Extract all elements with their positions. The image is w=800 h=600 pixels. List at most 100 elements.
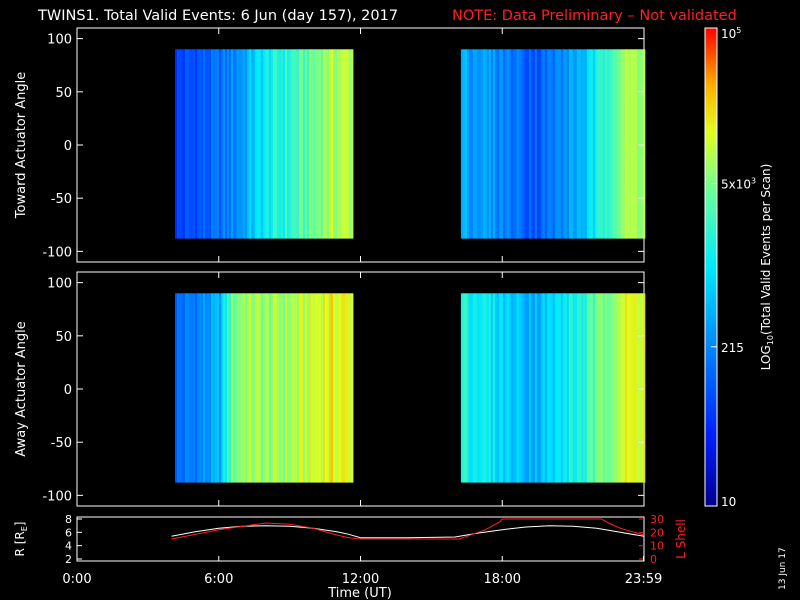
heatmap-column: [540, 293, 544, 483]
heatmap-column: [185, 49, 188, 239]
heatmap-column: [542, 49, 546, 239]
heatmap-column: [207, 293, 210, 483]
heatmap-column: [556, 293, 560, 483]
heatmap-column: [253, 49, 256, 239]
heatmap-column: [285, 293, 288, 483]
heatmap-column: [572, 49, 576, 239]
heatmap-column: [620, 293, 624, 483]
heatmap-column: [281, 293, 284, 483]
heatmap-column: [628, 49, 632, 239]
heatmap-column: [508, 49, 512, 239]
y-tick-label: 0: [64, 383, 72, 398]
heatmap-column: [331, 293, 334, 483]
heatmap-column: [590, 293, 594, 483]
heatmap-column: [197, 293, 200, 483]
heatmap-column: [259, 49, 262, 239]
heatmap-column: [211, 49, 214, 239]
heatmap-column: [560, 293, 564, 483]
heatmap-column: [275, 49, 278, 239]
heatmap-column: [175, 49, 178, 239]
heatmap-column: [277, 293, 280, 483]
heatmap-column: [269, 293, 272, 483]
heatmap-column: [500, 49, 504, 239]
heatmap-column: [343, 49, 346, 239]
heatmap-column: [257, 293, 260, 483]
heatmap-column: [215, 49, 218, 239]
colorbar-ticks: 105 5x103 215 10: [711, 26, 756, 509]
heatmap-column: [301, 49, 304, 239]
heatmap-column: [540, 49, 544, 239]
heatmap-column: [325, 49, 328, 239]
heatmap-column: [323, 49, 326, 239]
time-tick-label: 18:00: [484, 572, 521, 587]
heatmap-column: [209, 49, 212, 239]
heatmap-column: [566, 293, 570, 483]
heatmap-column: [205, 293, 208, 483]
heatmap-column: [233, 49, 236, 239]
heatmap-column: [472, 293, 476, 483]
heatmap-column: [460, 293, 464, 483]
heatmap-column: [227, 49, 230, 239]
heatmap-column: [283, 293, 286, 483]
heatmap-column: [468, 293, 472, 483]
heatmap-column: [636, 293, 640, 483]
heatmap-column: [620, 49, 624, 239]
heatmap-column: [209, 293, 212, 483]
heatmap-column: [243, 49, 246, 239]
heatmap-column: [231, 293, 234, 483]
heatmap-column: [580, 293, 584, 483]
heatmap-column: [223, 293, 226, 483]
heatmap-column: [261, 49, 264, 239]
heatmap-column: [622, 49, 626, 239]
heatmap-column: [574, 293, 578, 483]
y-tick-label: 100: [47, 33, 72, 48]
l-shell-tick-label: 10: [650, 540, 664, 553]
heatmap-column: [193, 293, 196, 483]
heatmap-column: [339, 293, 342, 483]
heatmap-column: [530, 49, 534, 239]
heatmap-column: [237, 293, 240, 483]
heatmap-column: [287, 293, 290, 483]
toward-actuator-panel: 100 50 0 -50 -100 Toward Actuator Angle: [14, 27, 646, 263]
y-tick-label: -100: [42, 489, 72, 504]
heatmap-column: [273, 49, 276, 239]
heatmap-blocks: [175, 293, 646, 483]
heatmap-column: [303, 293, 306, 483]
heatmap-column: [187, 49, 190, 239]
heatmap-column: [626, 49, 630, 239]
heatmap-column: [349, 49, 352, 239]
heatmap-column: [516, 293, 520, 483]
heatmap-column: [518, 49, 522, 239]
heatmap-column: [636, 49, 640, 239]
heatmap-column: [181, 293, 184, 483]
heatmap-column: [305, 293, 308, 483]
r-tick-label: 2: [65, 553, 72, 566]
heatmap-column: [570, 49, 574, 239]
heatmap-column: [522, 293, 526, 483]
r-tick-label: 4: [65, 540, 72, 553]
heatmap-column: [624, 293, 628, 483]
heatmap-column: [630, 293, 634, 483]
heatmap-column: [229, 49, 232, 239]
heatmap-column: [297, 49, 300, 239]
heatmap-column: [504, 293, 508, 483]
heatmap-column: [335, 293, 338, 483]
heatmap-column: [205, 49, 208, 239]
heatmap-column: [486, 293, 490, 483]
heatmap-column: [510, 49, 514, 239]
heatmap-column: [604, 49, 608, 239]
heatmap-column: [588, 49, 592, 239]
heatmap-column: [349, 293, 352, 483]
r-tick-label: 8: [65, 513, 72, 526]
heatmap-column: [494, 49, 498, 239]
heatmap-column: [217, 49, 220, 239]
heatmap-column: [496, 293, 500, 483]
heatmap-column: [546, 49, 550, 239]
y-tick-label: 50: [55, 330, 72, 345]
colorbar-tick-label: 10: [721, 495, 736, 509]
heatmap-column: [333, 293, 336, 483]
heatmap-column: [618, 49, 622, 239]
heatmap-column: [233, 293, 236, 483]
heatmap-column: [510, 293, 514, 483]
heatmap-column: [329, 49, 332, 239]
